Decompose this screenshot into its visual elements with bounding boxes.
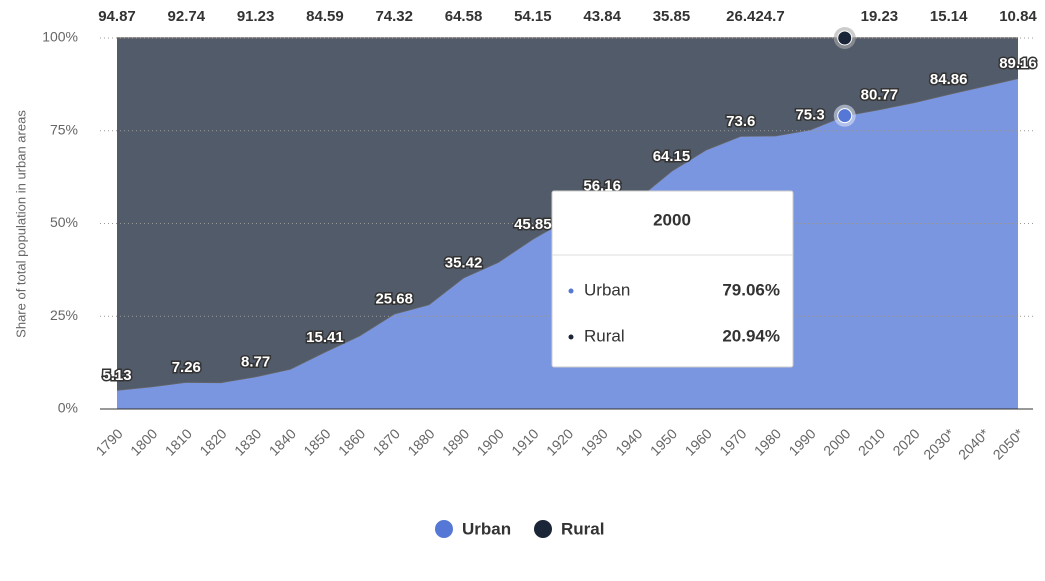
x-tick-label: 1880: [404, 425, 437, 458]
x-tick-label: 1910: [508, 425, 541, 458]
x-tick-label: 2050*: [990, 425, 1028, 463]
data-label: 15.14: [930, 8, 968, 25]
tooltip-title: 2000: [653, 210, 691, 229]
x-tick-label: 1930: [578, 425, 611, 458]
data-label: 91.23: [237, 8, 275, 25]
tooltip-value: 20.94%: [722, 326, 780, 345]
tooltip-value: 79.06%: [722, 280, 780, 299]
data-label: 8.77: [241, 353, 270, 370]
y-tick-label: 100%: [42, 29, 78, 45]
data-label: 64.15: [653, 148, 691, 165]
x-tick-label: 1950: [647, 425, 680, 458]
hover-marker: [837, 30, 853, 46]
y-axis-label: Share of total population in urban areas: [13, 110, 28, 338]
y-tick-label: 0%: [58, 400, 78, 416]
x-tick-label: 1990: [785, 425, 818, 458]
x-tick-label: 1800: [127, 425, 160, 458]
x-tick-label: 1830: [231, 425, 264, 458]
tooltip-name: Urban: [584, 280, 630, 299]
data-label: 92.74: [168, 8, 206, 25]
x-tick-label: 1810: [162, 425, 195, 458]
y-tick-label: 50%: [50, 214, 78, 230]
x-tick-label: 1940: [612, 425, 645, 458]
x-tick-label: 1870: [370, 425, 403, 458]
data-label: 74.32: [375, 8, 413, 25]
x-tick-label: 2040*: [955, 425, 993, 463]
data-label: 75.3: [795, 107, 824, 124]
y-tick-label: 75%: [50, 121, 78, 137]
x-tick-label: 1850: [300, 425, 333, 458]
x-tick-label: 1820: [196, 425, 229, 458]
data-label: 64.58: [445, 8, 483, 25]
data-label: 73.6: [726, 113, 755, 130]
x-tick-label: 1960: [682, 425, 715, 458]
legend-marker: [534, 520, 552, 538]
x-tick-label: 2020: [889, 425, 922, 458]
data-label: 54.15: [514, 8, 552, 25]
data-label: 7.26: [172, 359, 201, 376]
x-tick-label: 1900: [474, 425, 507, 458]
data-label: 35.85: [653, 8, 691, 25]
data-label: 43.84: [583, 8, 621, 25]
x-tick-label: 1840: [266, 425, 299, 458]
x-tick-label: 1790: [92, 425, 125, 458]
x-tick-label: 2030*: [920, 425, 958, 463]
x-tick-label: 1980: [751, 425, 784, 458]
data-label: 26.4: [726, 8, 756, 25]
x-tick-label: 1970: [716, 425, 749, 458]
tooltip-dot: [568, 334, 574, 340]
data-label: 94.87: [98, 8, 136, 25]
data-label: 80.77: [861, 86, 899, 103]
data-label: 45.85: [514, 216, 552, 233]
data-label: 84.86: [930, 71, 968, 88]
legend-marker: [435, 520, 453, 538]
y-tick-label: 25%: [50, 307, 78, 323]
data-label: 35.42: [445, 255, 483, 272]
data-label: 15.41: [306, 329, 344, 346]
tooltip: [551, 190, 794, 368]
x-tick-label: 1920: [543, 425, 576, 458]
x-tick-label: 1890: [439, 425, 472, 458]
data-label: 10.84: [999, 8, 1037, 25]
data-label: 24.7: [755, 8, 784, 25]
data-label: 84.59: [306, 8, 344, 25]
data-label: 25.68: [375, 291, 413, 308]
data-label: 89.16: [999, 55, 1037, 72]
legend-label: Rural: [561, 519, 604, 538]
tooltip-dot: [568, 288, 574, 294]
hover-marker: [837, 108, 853, 124]
legend-label: Urban: [462, 519, 511, 538]
x-tick-label: 1860: [335, 425, 368, 458]
data-label: 5.13: [102, 367, 131, 384]
x-tick-label: 2010: [855, 425, 888, 458]
x-tick-label: 2000: [820, 425, 853, 458]
data-label: 19.23: [861, 8, 899, 25]
tooltip-name: Rural: [584, 326, 625, 345]
